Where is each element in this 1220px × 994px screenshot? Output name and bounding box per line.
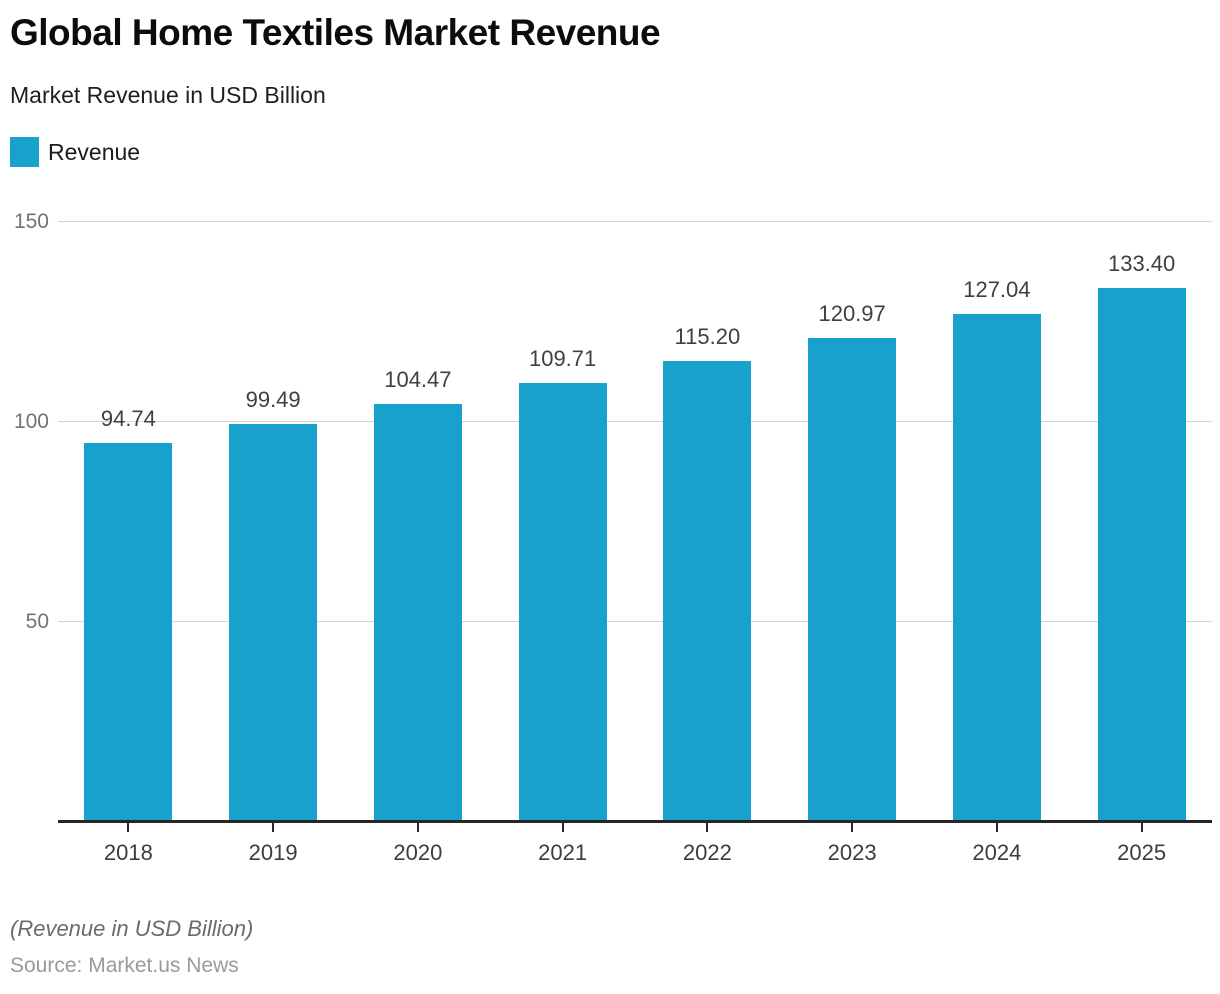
revenue-bar-2025[interactable] [1097,288,1186,822]
x-axis-tick-label-2020: 2020 [393,840,443,865]
x-axis-tick-label-2022: 2022 [682,840,732,865]
source-text: Source: Market.us News [10,954,239,977]
chart-title: Global Home Textiles Market Revenue [10,12,661,53]
x-axis-tick-2021 [561,823,564,832]
x-axis-tick-label-2021: 2021 [538,840,588,865]
bar-value-label-2019: 99.49 [245,387,301,413]
x-axis-tick-label-2023: 2023 [827,840,877,865]
y-axis-tick-label-150: 150 [13,210,49,233]
x-axis-slot-2024: 2024 [925,823,1070,877]
x-axis-line [58,820,1212,823]
legend-item-revenue[interactable]: Revenue [10,137,140,167]
revenue-bar-2021[interactable] [518,383,607,822]
x-axis-slot-2023: 2023 [780,823,925,877]
x-axis-slot-2021: 2021 [490,823,635,877]
legend-label: Revenue [48,138,141,165]
x-axis-slot-2018: 2018 [56,823,201,877]
revenue-bar-2018[interactable] [84,443,173,822]
bar-slot-2019: 99.49 [201,222,346,822]
x-axis-slot-2025: 2025 [1069,823,1214,877]
gridline-150 [58,221,1212,222]
x-axis-tick-label-2018: 2018 [103,840,153,865]
revenue-bar-2024[interactable] [952,313,1041,822]
x-axis-labels-row: 2018 2019 2020 2021 2022 2023 2024 2025 [56,823,1214,877]
gridline-50 [58,621,1212,622]
x-axis-tick-label-2024: 2024 [972,840,1022,865]
bar-value-label-2022: 115.20 [674,324,741,350]
footer-note: (Revenue in USD Billion) [10,916,254,941]
bar-slot-2020: 104.47 [346,222,491,822]
gridline-100 [58,421,1212,422]
revenue-legend-swatch-icon [10,137,39,167]
x-axis-tick-label-2019: 2019 [248,840,298,865]
plot-area: 50 100 150 94.74 99.49 104.47 109.71 115.20 120… [0,210,1220,822]
x-axis-tick-label-2025: 2025 [1117,840,1167,865]
bar-value-label-2021: 109.71 [528,346,597,372]
bar-slot-2021: 109.71 [490,222,635,822]
bar-slot-2024: 127.04 [925,222,1070,822]
x-axis-tick-2018 [127,823,130,832]
x-axis-tick-2023 [851,823,854,832]
x-axis-tick-2025 [1140,823,1143,832]
x-axis-slot-2022: 2022 [635,823,780,877]
bar-slot-2025: 133.40 [1069,222,1214,822]
bar-value-label-2025: 133.40 [1107,251,1176,277]
bars-row: 94.74 99.49 104.47 109.71 115.20 120.97 127.04… [56,222,1214,822]
x-axis-slot-2020: 2020 [346,823,491,877]
bar-slot-2023: 120.97 [780,222,925,822]
revenue-bar-2019[interactable] [229,424,318,822]
bar-slot-2018: 94.74 [56,222,201,822]
x-axis-tick-2024 [995,823,998,832]
bar-value-label-2024: 127.04 [963,276,1031,302]
y-axis-tick-label-100: 100 [13,410,49,433]
revenue-bar-2022[interactable] [663,361,752,822]
bar-value-label-2018: 94.74 [100,406,156,432]
x-axis-slot-2019: 2019 [201,823,346,877]
x-axis-tick-2019 [272,823,275,832]
y-axis-tick-label-50: 50 [25,610,49,633]
bar-value-label-2020: 104.47 [384,367,452,393]
revenue-bar-2020[interactable] [373,404,462,822]
revenue-bar-2023[interactable] [808,338,897,822]
bar-value-label-2023: 120.97 [818,301,886,327]
chart-subtitle: Market Revenue in USD Billion [10,82,326,108]
x-axis-tick-2022 [706,823,709,832]
bar-slot-2022: 115.20 [635,222,780,822]
x-axis-tick-2020 [416,823,419,832]
